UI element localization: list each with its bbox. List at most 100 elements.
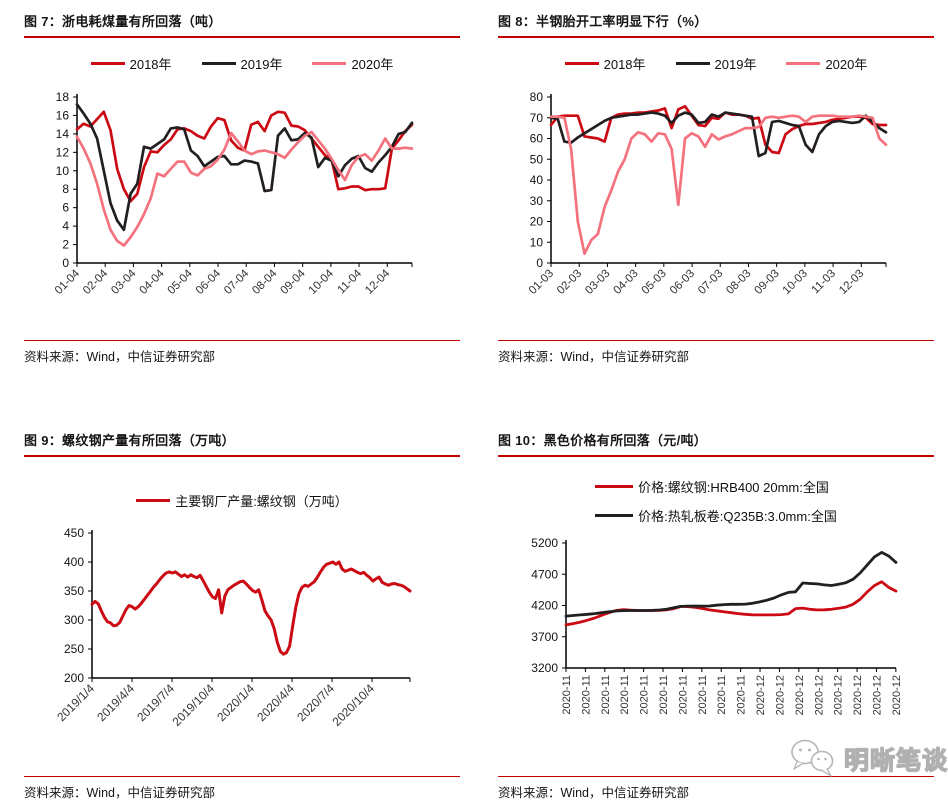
figure10-title: 图 10：黑色价格有所回落（元/吨） — [498, 430, 934, 457]
svg-text:2020/1/4: 2020/1/4 — [214, 681, 257, 724]
legend-label: 2019年 — [240, 57, 283, 72]
legend-item-hrc-price: 价格:热轧板卷:Q235B:3.0mm:全国 — [595, 506, 837, 525]
svg-text:2020-11: 2020-11 — [561, 675, 573, 715]
svg-text:0: 0 — [536, 256, 543, 270]
legend-label: 2019年 — [714, 57, 757, 72]
figure8-legend: 2018年 2019年 2020年 — [498, 54, 934, 73]
figure9-line-chart: 2002503003504004502019/1/42019/4/42019/7… — [54, 526, 412, 729]
svg-text:01-03: 01-03 — [527, 268, 556, 297]
svg-text:18: 18 — [56, 90, 70, 104]
legend-label: 2020年 — [825, 57, 868, 72]
figure8-line-chart: 0 10 20 30 40 50 60 70 80 01-0302-0303-0304-0305-… — [527, 90, 888, 297]
svg-text:400: 400 — [64, 555, 84, 569]
svg-text:12: 12 — [56, 145, 70, 159]
svg-text:05-04: 05-04 — [166, 267, 196, 297]
svg-text:3200: 3200 — [531, 661, 558, 675]
figure9-source-note: 资料来源：Wind，中信证券研究部 — [24, 776, 460, 801]
svg-text:4: 4 — [62, 219, 69, 233]
legend-item-2020: 2020年 — [312, 54, 393, 73]
legend-label: 2018年 — [603, 57, 646, 72]
svg-text:08-03: 08-03 — [724, 268, 753, 297]
svg-text:04-04: 04-04 — [137, 267, 167, 297]
legend-line-swatch — [201, 61, 236, 66]
figure8-source-note: 资料来源：Wind，中信证券研究部 — [498, 340, 934, 365]
svg-text:2020-12: 2020-12 — [813, 675, 825, 715]
figure10-source-note: 资料来源：Wind，中信证券研究部 — [498, 776, 934, 801]
svg-text:8: 8 — [62, 182, 69, 196]
svg-text:30: 30 — [530, 194, 544, 208]
svg-text:2020-11: 2020-11 — [736, 675, 748, 715]
svg-text:5200: 5200 — [531, 536, 558, 550]
figure10-line-chart: 3200 3700 4200 4700 5200 2020-11 2020-11 2020-1… — [531, 536, 903, 715]
figure9-title: 图 9：螺纹钢产量有所回落（万吨） — [24, 430, 460, 457]
svg-text:6: 6 — [62, 201, 69, 215]
svg-text:04-03: 04-03 — [611, 268, 640, 297]
svg-text:50: 50 — [530, 152, 544, 166]
svg-text:09-04: 09-04 — [278, 267, 308, 297]
svg-text:3700: 3700 — [531, 630, 558, 644]
svg-text:70: 70 — [530, 111, 544, 125]
legend-item-rebar-price: 价格:螺纹钢:HRB400 20mm:全国 — [595, 477, 829, 496]
svg-text:2020-12: 2020-12 — [891, 675, 903, 715]
svg-text:07-03: 07-03 — [696, 268, 725, 297]
svg-text:14: 14 — [56, 127, 70, 141]
svg-text:2020-12: 2020-12 — [833, 675, 845, 715]
svg-text:350: 350 — [64, 584, 84, 598]
svg-text:60: 60 — [530, 132, 544, 146]
legend-item-2019: 2019年 — [675, 54, 757, 73]
legend-item-2018: 2018年 — [90, 54, 172, 73]
svg-text:11-04: 11-04 — [336, 267, 365, 296]
legend-item-2020: 2020年 — [786, 54, 867, 73]
svg-text:300: 300 — [64, 613, 84, 627]
legend-line-swatch — [136, 498, 171, 503]
svg-text:2019/10/4: 2019/10/4 — [169, 681, 217, 729]
legend-label: 价格:螺纹钢:HRB400 20mm:全国 — [638, 480, 829, 495]
legend-line-swatch — [312, 61, 347, 66]
legend-line-swatch — [564, 61, 599, 66]
svg-text:02-04: 02-04 — [81, 267, 111, 297]
figure8-title: 图 8：半钢胎开工率明显下行（%） — [498, 11, 934, 38]
svg-text:08-04: 08-04 — [250, 267, 280, 297]
svg-text:2: 2 — [62, 238, 69, 252]
svg-text:10: 10 — [56, 164, 70, 178]
svg-text:80: 80 — [530, 90, 544, 104]
figure7-title: 图 7：浙电耗煤量有所回落（吨） — [24, 11, 460, 38]
svg-text:10-03: 10-03 — [781, 268, 810, 297]
figure7-source-note: 资料来源：Wind，中信证券研究部 — [24, 340, 460, 365]
svg-text:06-03: 06-03 — [668, 268, 697, 297]
figure7-legend: 2018年 2019年 2020年 — [24, 54, 460, 73]
svg-text:2019/1/4: 2019/1/4 — [54, 681, 97, 724]
svg-text:2019/4/4: 2019/4/4 — [94, 681, 137, 724]
watermark-text: 明晰笔谈 — [843, 746, 948, 775]
svg-text:2020-11: 2020-11 — [580, 675, 592, 715]
watermark-logo: 明晰笔谈 — [786, 738, 948, 780]
svg-text:07-04: 07-04 — [222, 267, 252, 297]
figure7-line-chart: 0 2 4 6 8 10 12 14 16 18 01-0402-0403-0404-0405-04… — [53, 90, 414, 297]
svg-text:2020-11: 2020-11 — [716, 675, 728, 715]
svg-text:12-04: 12-04 — [363, 267, 393, 297]
svg-text:2020-11: 2020-11 — [619, 675, 631, 715]
svg-text:03-03: 03-03 — [583, 268, 612, 297]
legend-line-swatch — [90, 61, 125, 66]
svg-text:250: 250 — [64, 642, 84, 656]
svg-text:450: 450 — [64, 526, 84, 540]
svg-text:2020/10/4: 2020/10/4 — [329, 681, 377, 729]
svg-text:02-03: 02-03 — [555, 268, 584, 297]
svg-text:4700: 4700 — [531, 567, 558, 581]
svg-text:40: 40 — [530, 173, 544, 187]
svg-text:2020-12: 2020-12 — [755, 675, 767, 715]
svg-text:12-03: 12-03 — [837, 268, 866, 297]
svg-text:11-03: 11-03 — [810, 268, 839, 297]
svg-text:2020-11: 2020-11 — [600, 675, 612, 715]
svg-text:0: 0 — [62, 256, 69, 270]
svg-text:4200: 4200 — [531, 599, 558, 613]
svg-text:2020-12: 2020-12 — [871, 675, 883, 715]
svg-text:10: 10 — [530, 235, 544, 249]
legend-label: 2018年 — [129, 57, 172, 72]
wechat-chat-bubbles-icon — [791, 739, 834, 777]
legend-label: 价格:热轧板卷:Q235B:3.0mm:全国 — [638, 509, 837, 524]
svg-text:10-04: 10-04 — [307, 267, 337, 297]
svg-text:2020-11: 2020-11 — [658, 675, 670, 715]
legend-line-swatch — [595, 484, 634, 489]
